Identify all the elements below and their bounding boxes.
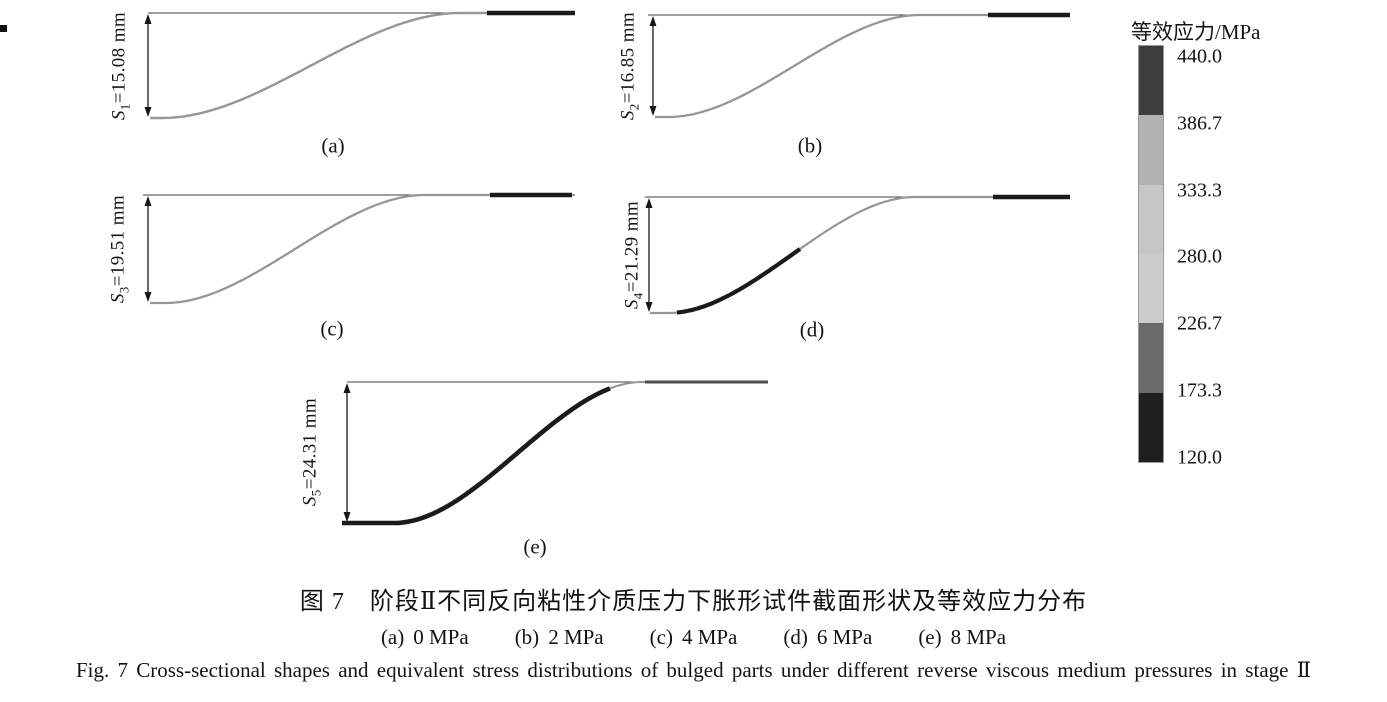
arrowhead-down-icon [144, 292, 152, 302]
profile-curve-d-seg2 [799, 195, 993, 250]
profile-curve-d-seg1 [676, 247, 802, 315]
colorbar-gradient [1138, 45, 1164, 463]
arrowhead-down-icon [645, 302, 653, 312]
panel-letter-e: (e) [523, 534, 547, 559]
dimension-label-d: S4=21.29 mm [621, 200, 646, 310]
subplot-d [645, 194, 1070, 315]
profile-curve-b-seg0 [655, 13, 988, 119]
subplot-e [342, 380, 768, 526]
colorbar-band-0 [1139, 46, 1163, 116]
arrowhead-down-icon [649, 106, 657, 116]
profile-curve-e-seg0 [342, 386, 611, 526]
profile-curve-d-seg0 [650, 311, 678, 315]
dimension-label-b: S2=16.85 mm [617, 11, 642, 121]
subplot-c [143, 192, 575, 305]
panel-caption-a: (a) 0 MPa [380, 625, 469, 649]
colorbar-tick-6: 120.0 [1177, 446, 1222, 469]
arrowhead-down-icon [343, 512, 351, 522]
arrowhead-up-icon [645, 198, 653, 208]
panel-caption-d: (d) 6 MPa [783, 625, 873, 649]
caption-chinese: 图 7 阶段Ⅱ不同反向粘性介质压力下胀形试件截面形状及等效应力分布 [299, 589, 1088, 615]
panel-letter-c: (c) [320, 316, 344, 341]
colorbar-tick-0: 440.0 [1177, 45, 1222, 68]
arrowhead-up-icon [144, 14, 152, 24]
profile-curve-e-seg1 [609, 381, 645, 390]
dimension-label-e: S5=24.31 mm [299, 397, 324, 507]
arrowhead-up-icon [343, 383, 351, 393]
colorbar-band-2 [1139, 184, 1163, 254]
subplot-a [144, 10, 575, 120]
arrowhead-up-icon [144, 196, 152, 206]
colorbar-band-3 [1139, 253, 1163, 324]
arrowhead-down-icon [144, 107, 152, 117]
colorbar-title: 等效应力/MPa [1131, 20, 1261, 44]
panel-letter-b: (b) [797, 133, 823, 158]
scan-artifact [0, 25, 7, 32]
profile-plots [143, 10, 1070, 526]
colorbar-band-4 [1139, 323, 1163, 393]
colorbar-tick-4: 226.7 [1177, 312, 1222, 335]
panel-caption-c: (c) 4 MPa [649, 625, 738, 649]
colorbar-band-1 [1139, 115, 1163, 185]
colorbar-tick-1: 386.7 [1177, 112, 1222, 135]
profile-curve-a-seg0 [150, 11, 487, 120]
profile-curve-c-seg0 [150, 193, 490, 305]
panel-letter-d: (d) [799, 317, 825, 342]
subplot-b [648, 12, 1070, 119]
arrowhead-up-icon [649, 16, 657, 26]
caption-panel-pressures: (a) 0 MPa (b) 2 MPa (c) 4 MPa (d) 6 MPa (e) 8 MPa [0, 625, 1387, 650]
dimension-label-a: S1=15.08 mm [108, 11, 133, 121]
colorbar-band-5 [1139, 392, 1163, 462]
caption-english: Fig. 7 Cross-sectional shapes and equiva… [76, 658, 1311, 682]
panel-caption-b: (b) 2 MPa [514, 625, 604, 649]
dimension-label-c: S3=19.51 mm [107, 194, 132, 304]
panel-caption-e: (e) 8 MPa [918, 625, 1007, 649]
colorbar-tick-3: 280.0 [1177, 245, 1222, 268]
colorbar-tick-5: 173.3 [1177, 379, 1222, 402]
panel-letter-a: (a) [321, 133, 345, 158]
colorbar-tick-2: 333.3 [1177, 179, 1222, 202]
